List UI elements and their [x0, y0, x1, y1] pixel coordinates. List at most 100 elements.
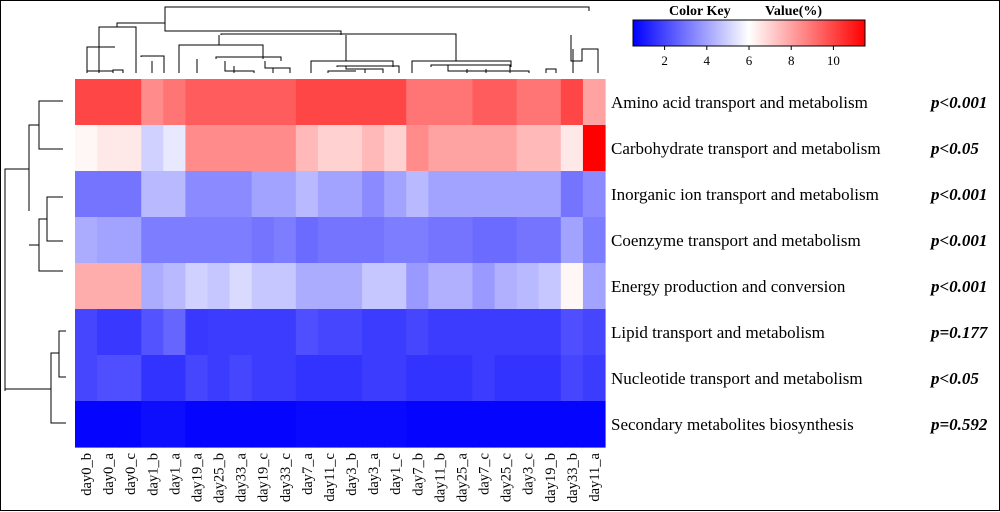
heatmap-cell [163, 171, 187, 218]
heatmap-cell [384, 263, 407, 310]
color-key-tick-label: 8 [788, 53, 795, 68]
heatmap-cell [97, 125, 120, 172]
heatmap-cell [273, 309, 297, 356]
heatmap-cell [538, 263, 562, 310]
row-dendrogram [4, 100, 66, 424]
heatmap-cell [450, 217, 474, 264]
heatmap-cell [295, 217, 319, 264]
column-label: day3_c [521, 453, 537, 495]
heatmap-cell [251, 79, 275, 126]
heatmap-cell [428, 309, 452, 356]
heatmap-cell [494, 309, 518, 356]
heatmap-cell [582, 355, 606, 402]
heatmap-cell [295, 263, 319, 310]
heatmap-cell [494, 171, 518, 218]
row-label: Nucleotide transport and metabolism [611, 369, 863, 388]
column-label: day3_a [366, 452, 382, 494]
heatmap-cell [560, 263, 584, 310]
heatmap-cell [450, 171, 474, 218]
heatmap-cell [472, 217, 496, 264]
heatmap-cell [428, 125, 452, 172]
heatmap-cell [516, 309, 540, 356]
heatmap-cell [207, 355, 231, 402]
heatmap-cell [317, 79, 341, 126]
row-label: Carbohydrate transport and metabolism [611, 139, 881, 158]
heatmap-cell [75, 309, 98, 356]
heatmap-cell [207, 309, 231, 356]
heatmap-cell [406, 171, 429, 218]
heatmap-cell [428, 217, 452, 264]
heatmap-cell [141, 263, 164, 310]
heatmap-cell [75, 217, 98, 264]
heatmap-cell [560, 79, 584, 126]
heatmap-cell [273, 401, 297, 448]
heatmap-cell [75, 401, 98, 448]
heatmap-cell [472, 171, 496, 218]
heatmap-cell [273, 79, 297, 126]
heatmap-cell [384, 217, 407, 264]
heatmap-cell [317, 355, 341, 402]
heatmap-cell [141, 217, 164, 264]
heatmap-cell [229, 355, 253, 402]
heatmap-cell [119, 125, 142, 172]
heatmap-cell [406, 355, 429, 402]
heatmap-cell [472, 355, 496, 402]
heatmap-cell [582, 79, 606, 126]
heatmap-cell [450, 263, 474, 310]
color-key-ticks: 2 4 6 8 10 [661, 46, 840, 68]
heatmap-cell [119, 309, 142, 356]
heatmap-cell [75, 263, 98, 310]
heatmap-cell [406, 125, 429, 172]
heatmap-cell [185, 401, 209, 448]
column-label: day19_c [256, 453, 272, 502]
heatmap-cell [472, 309, 496, 356]
heatmap-cell [229, 79, 253, 126]
color-key: Color Key Value(%) 2 4 6 8 10 [632, 4, 866, 68]
heatmap-cell [251, 217, 275, 264]
heatmap-cell [494, 401, 518, 448]
column-label: day1_c [388, 453, 404, 495]
column-label: day3_b [344, 453, 360, 496]
heatmap-cell [119, 171, 142, 218]
heatmap-cell [141, 355, 164, 402]
heatmap-cell [516, 263, 540, 310]
heatmap-cell [582, 125, 606, 172]
heatmap-cell [340, 125, 363, 172]
heatmap-cell [538, 217, 562, 264]
column-dendrogram [86, 6, 599, 73]
heatmap-cell [273, 355, 297, 402]
column-label: day25_a [455, 452, 471, 502]
heatmap-cell [494, 263, 518, 310]
heatmap-cell [428, 79, 452, 126]
column-label: day25_c [499, 453, 515, 502]
heatmap-cell [516, 125, 540, 172]
column-label: day25_b [212, 453, 228, 503]
heatmap-cell [97, 263, 120, 310]
column-label: day1_b [145, 453, 161, 496]
heatmap-cell [340, 217, 363, 264]
heatmap-cell [560, 355, 584, 402]
row-label: Coenzyme transport and metabolism [611, 231, 861, 250]
heatmap-cell [582, 217, 606, 264]
heatmap-cell [119, 355, 142, 402]
heatmap-cell [295, 125, 319, 172]
heatmap-cell [185, 309, 209, 356]
heatmap-cell [75, 171, 98, 218]
heatmap-cell [273, 125, 297, 172]
heatmap-cell [406, 217, 429, 264]
heatmap-cell [472, 263, 496, 310]
heatmap-cell [516, 355, 540, 402]
heatmap-cell [362, 171, 385, 218]
p-value-label: p<0.05 [929, 369, 979, 388]
heatmap-cell [362, 125, 385, 172]
column-label: day0_c [123, 453, 139, 495]
row-labels: Amino acid transport and metabolism Carbo… [611, 93, 881, 434]
heatmap-cell [340, 355, 363, 402]
heatmap-cell [494, 125, 518, 172]
column-label: day7_b [410, 453, 426, 496]
column-label: day0_b [79, 453, 95, 496]
heatmap-cell [384, 125, 407, 172]
heatmap-cell [384, 309, 407, 356]
heatmap-cell [75, 125, 98, 172]
heatmap-cell [317, 263, 341, 310]
